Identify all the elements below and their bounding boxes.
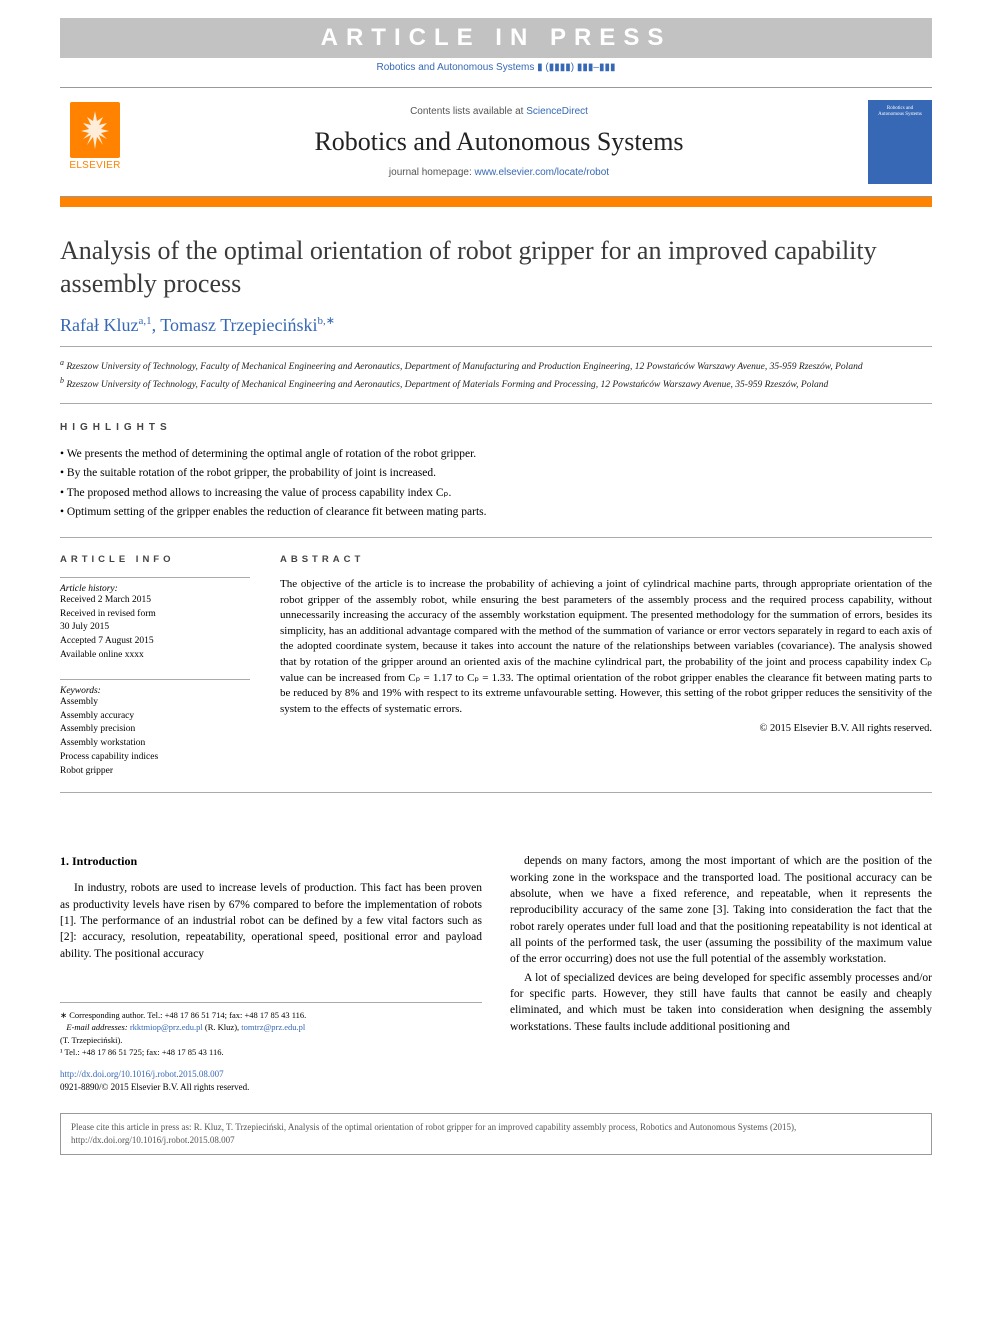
highlight-item: We presents the method of determining th… [60,445,932,465]
article-history-block: Article history: Received 2 March 2015 R… [60,577,250,663]
citation-box: Please cite this article in press as: R.… [60,1113,932,1154]
history-title: Article history: [60,584,250,594]
history-line: 30 July 2015 [60,621,250,635]
keyword-line: Assembly workstation [60,737,250,751]
highlights-header: HIGHLIGHTS [60,422,932,433]
info-abstract-row: ARTICLE INFO Article history: Received 2… [60,554,932,793]
contents-prefix: Contents lists available at [410,106,526,117]
abstract-copyright: © 2015 Elsevier B.V. All rights reserved… [280,723,932,734]
affiliation-a: a Rzeszow University of Technology, Facu… [60,357,932,375]
article-title: Analysis of the optimal orientation of r… [60,235,932,300]
homepage-line: journal homepage: www.elsevier.com/locat… [130,167,868,178]
page-container: ARTICLE IN PRESS Robotics and Autonomous… [0,0,992,1175]
email-1-name: (R. Kluz), [205,1022,239,1032]
homepage-prefix: journal homepage: [389,167,475,178]
emails-footnote: E-mail addresses: rkktmiop@prz.edu.pl (R… [60,1021,482,1033]
article-info-column: ARTICLE INFO Article history: Received 2… [60,554,250,778]
intro-para-1: In industry, robots are used to increase… [60,880,482,962]
authors-line: Rafał Kluza,1, Tomasz Trzepiecińskib,∗ [60,314,932,347]
article-info-header: ARTICLE INFO [60,554,250,565]
history-line: Received 2 March 2015 [60,594,250,608]
email-1-link[interactable]: rkktmiop@prz.edu.pl [130,1022,203,1032]
elsevier-tree-icon [70,102,120,158]
emails-label: E-mail addresses: [66,1022,127,1032]
banner-subtext: Robotics and Autonomous Systems ▮ (▮▮▮▮)… [60,58,932,73]
journal-cover-thumbnail: Robotics and Autonomous Systems [868,100,932,184]
affiliation-b: b Rzeszow University of Technology, Facu… [60,375,932,393]
intro-para-3: A lot of specialized devices are being d… [510,970,932,1035]
email-2-name: (T. Trzepieciński). [60,1034,482,1046]
body-column-right: depends on many factors, among the most … [510,853,932,1093]
intro-heading: 1. Introduction [60,853,482,870]
corresponding-author-footnote: ∗ Corresponding author. Tel.: +48 17 86 … [60,1009,482,1021]
keywords-block: Keywords: Assembly Assembly accuracy Ass… [60,679,250,779]
contents-available-line: Contents lists available at ScienceDirec… [130,106,868,117]
elsevier-text: ELSEVIER [69,160,120,171]
highlights-list: We presents the method of determining th… [60,445,932,538]
cover-text-2: Autonomous Systems [878,112,922,118]
orange-divider-bar [60,197,932,207]
highlight-item: Optimum setting of the gripper enables t… [60,503,932,523]
author-1-sup: a,1 [138,315,151,327]
journal-title: Robotics and Autonomous Systems [130,127,868,157]
author-2[interactable]: Tomasz Trzepieciński [160,315,317,335]
tel-footnote: ¹ Tel.: +48 17 86 51 725; fax: +48 17 85… [60,1046,482,1058]
abstract-column: ABSTRACT The objective of the article is… [280,554,932,778]
highlight-item: By the suitable rotation of the robot gr… [60,464,932,484]
affiliations: a Rzeszow University of Technology, Facu… [60,357,932,404]
history-line: Received in revised form [60,608,250,622]
intro-para-2: depends on many factors, among the most … [510,853,932,967]
highlight-item: The proposed method allows to increasing… [60,484,932,504]
author-1[interactable]: Rafał Kluz [60,315,138,335]
header-center: Contents lists available at ScienceDirec… [130,106,868,178]
affiliation-a-text: Rzeszow University of Technology, Facult… [66,362,862,372]
footnotes: ∗ Corresponding author. Tel.: +48 17 86 … [60,1002,482,1058]
doi-block: http://dx.doi.org/10.1016/j.robot.2015.0… [60,1068,482,1093]
doi-link[interactable]: http://dx.doi.org/10.1016/j.robot.2015.0… [60,1069,224,1079]
article-in-press-banner: ARTICLE IN PRESS [60,18,932,58]
email-2-link[interactable]: tomtrz@prz.edu.pl [241,1022,305,1032]
abstract-text: The objective of the article is to incre… [280,577,932,717]
elsevier-logo: ELSEVIER [60,102,130,182]
issn-line: 0921-8890/© 2015 Elsevier B.V. All right… [60,1082,249,1092]
affiliation-b-text: Rzeszow University of Technology, Facult… [66,380,828,390]
keyword-line: Assembly precision [60,723,250,737]
keyword-line: Assembly [60,696,250,710]
body-columns: 1. Introduction In industry, robots are … [60,853,932,1093]
body-column-left: 1. Introduction In industry, robots are … [60,853,482,1093]
sciencedirect-link[interactable]: ScienceDirect [526,106,588,117]
journal-header: ELSEVIER Contents lists available at Sci… [60,87,932,197]
keyword-line: Process capability indices [60,751,250,765]
history-line: Accepted 7 August 2015 [60,635,250,649]
homepage-link[interactable]: www.elsevier.com/locate/robot [475,167,610,178]
abstract-header: ABSTRACT [280,554,932,565]
keywords-title: Keywords: [60,686,250,696]
keyword-line: Assembly accuracy [60,710,250,724]
history-line: Available online xxxx [60,649,250,663]
author-2-sup: b,∗ [318,315,335,327]
keyword-line: Robot gripper [60,765,250,779]
